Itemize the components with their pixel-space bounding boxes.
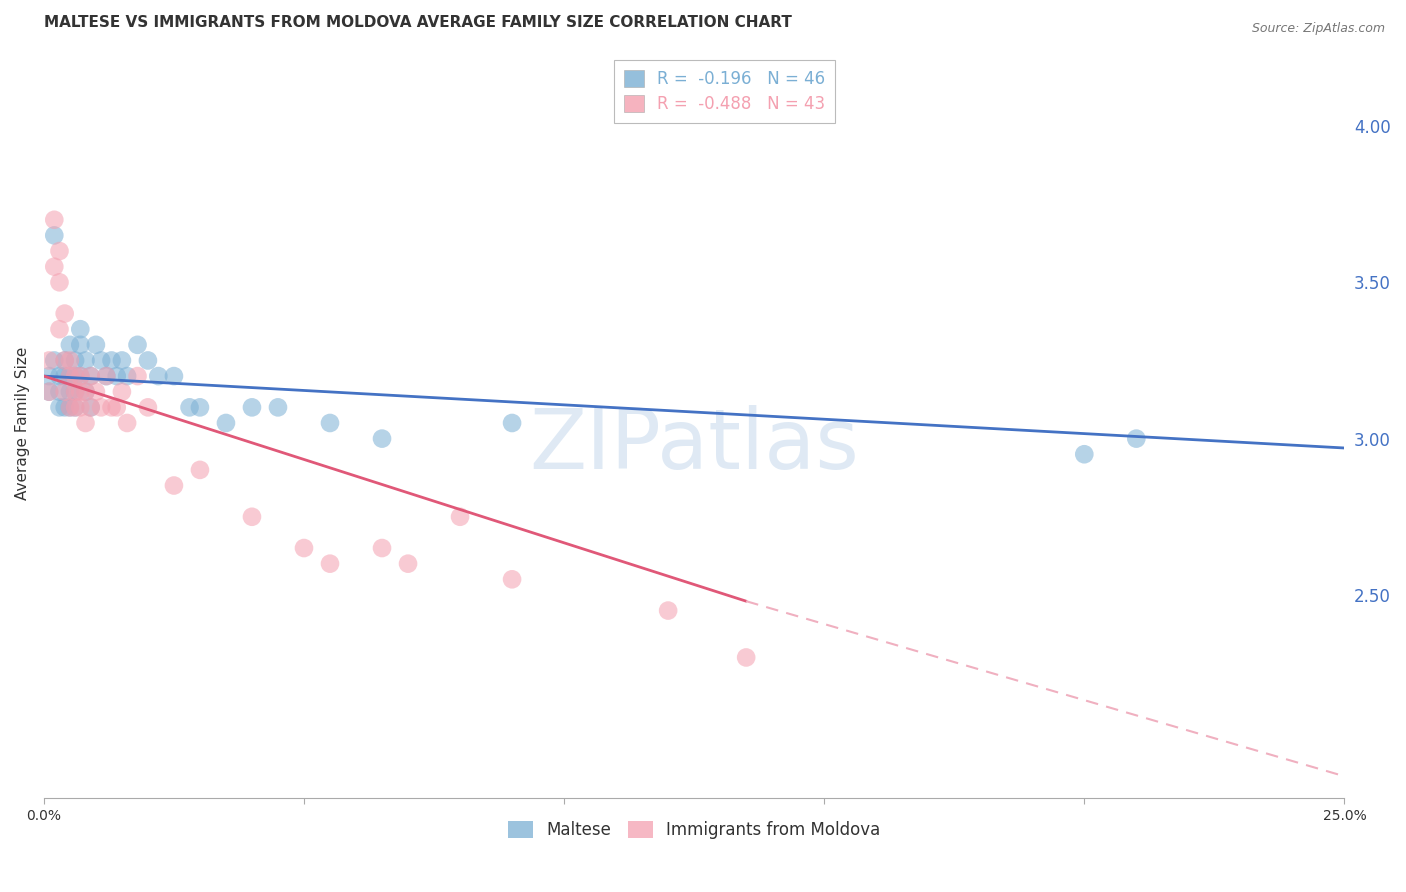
Point bbox=[69, 322, 91, 336]
Point bbox=[111, 353, 134, 368]
Point bbox=[38, 369, 60, 384]
Point bbox=[63, 369, 86, 384]
Point bbox=[163, 478, 186, 492]
Point bbox=[319, 557, 342, 571]
Point bbox=[48, 322, 70, 336]
Point bbox=[53, 401, 76, 415]
Point bbox=[53, 307, 76, 321]
Point bbox=[371, 541, 394, 555]
Point bbox=[48, 275, 70, 289]
Point bbox=[44, 260, 66, 274]
Point bbox=[69, 384, 91, 399]
Text: MALTESE VS IMMIGRANTS FROM MOLDOVA AVERAGE FAMILY SIZE CORRELATION CHART: MALTESE VS IMMIGRANTS FROM MOLDOVA AVERA… bbox=[44, 15, 792, 30]
Point bbox=[44, 353, 66, 368]
Point bbox=[80, 369, 103, 384]
Point bbox=[127, 369, 149, 384]
Point bbox=[84, 338, 107, 352]
Point bbox=[105, 369, 128, 384]
Point bbox=[80, 401, 103, 415]
Point bbox=[69, 338, 91, 352]
Point bbox=[63, 384, 86, 399]
Point bbox=[96, 369, 118, 384]
Point bbox=[59, 401, 82, 415]
Point bbox=[53, 353, 76, 368]
Point bbox=[163, 369, 186, 384]
Point bbox=[136, 353, 159, 368]
Point bbox=[59, 384, 82, 399]
Point bbox=[127, 338, 149, 352]
Point bbox=[449, 509, 471, 524]
Point bbox=[1073, 447, 1095, 461]
Point bbox=[115, 416, 138, 430]
Point bbox=[396, 557, 419, 571]
Point bbox=[735, 650, 758, 665]
Point bbox=[53, 369, 76, 384]
Point bbox=[69, 401, 91, 415]
Point bbox=[179, 401, 201, 415]
Point bbox=[80, 369, 103, 384]
Point bbox=[48, 401, 70, 415]
Point bbox=[111, 384, 134, 399]
Point bbox=[38, 353, 60, 368]
Point bbox=[267, 401, 290, 415]
Point bbox=[136, 401, 159, 415]
Point bbox=[105, 401, 128, 415]
Point bbox=[148, 369, 170, 384]
Point bbox=[69, 369, 91, 384]
Point bbox=[59, 369, 82, 384]
Point bbox=[63, 401, 86, 415]
Text: Source: ZipAtlas.com: Source: ZipAtlas.com bbox=[1251, 22, 1385, 36]
Point bbox=[63, 401, 86, 415]
Point bbox=[100, 401, 122, 415]
Point bbox=[48, 244, 70, 258]
Point bbox=[90, 353, 112, 368]
Point bbox=[44, 228, 66, 243]
Text: ZIPatlas: ZIPatlas bbox=[529, 405, 859, 486]
Point bbox=[501, 416, 523, 430]
Point bbox=[657, 603, 679, 617]
Y-axis label: Average Family Size: Average Family Size bbox=[15, 346, 30, 500]
Point bbox=[38, 384, 60, 399]
Point bbox=[75, 384, 97, 399]
Point bbox=[59, 338, 82, 352]
Point bbox=[96, 369, 118, 384]
Legend: Maltese, Immigrants from Moldova: Maltese, Immigrants from Moldova bbox=[502, 814, 887, 847]
Point bbox=[188, 401, 211, 415]
Point bbox=[80, 401, 103, 415]
Point bbox=[59, 369, 82, 384]
Point bbox=[63, 369, 86, 384]
Point bbox=[69, 369, 91, 384]
Point bbox=[63, 353, 86, 368]
Point bbox=[44, 212, 66, 227]
Point bbox=[59, 353, 82, 368]
Point bbox=[75, 353, 97, 368]
Point bbox=[292, 541, 315, 555]
Point bbox=[371, 432, 394, 446]
Point bbox=[215, 416, 238, 430]
Point bbox=[53, 384, 76, 399]
Point bbox=[63, 384, 86, 399]
Point bbox=[90, 401, 112, 415]
Point bbox=[48, 384, 70, 399]
Point bbox=[59, 401, 82, 415]
Point bbox=[75, 384, 97, 399]
Point bbox=[53, 353, 76, 368]
Point bbox=[240, 401, 263, 415]
Point bbox=[38, 384, 60, 399]
Point bbox=[319, 416, 342, 430]
Point bbox=[48, 369, 70, 384]
Point bbox=[115, 369, 138, 384]
Point bbox=[240, 509, 263, 524]
Point bbox=[75, 416, 97, 430]
Point bbox=[1125, 432, 1147, 446]
Point bbox=[501, 572, 523, 586]
Point bbox=[84, 384, 107, 399]
Point bbox=[188, 463, 211, 477]
Point bbox=[100, 353, 122, 368]
